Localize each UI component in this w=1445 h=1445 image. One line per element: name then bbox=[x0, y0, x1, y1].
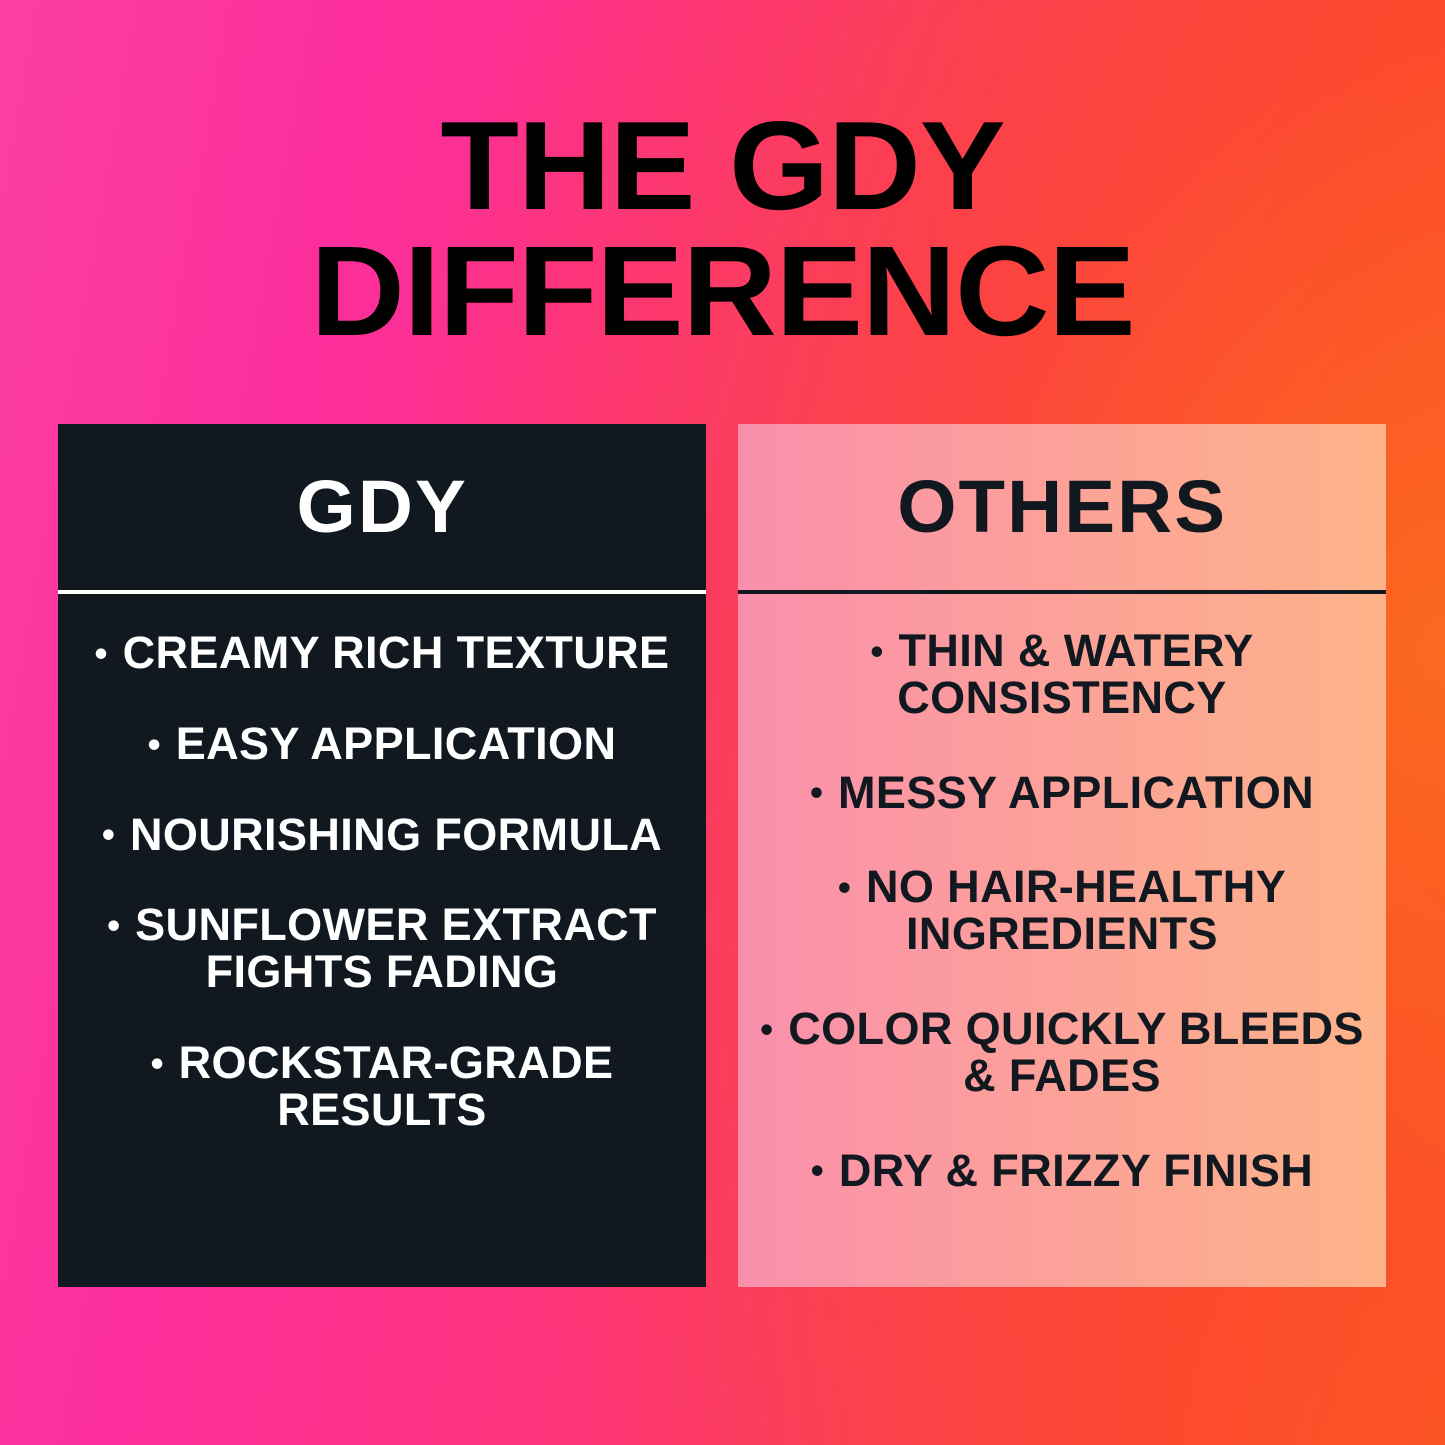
column-bullet-list-gdy: • CREAMY RICH TEXTURE • EASY APPLICATION… bbox=[58, 594, 706, 1287]
bullet-dot-icon: • bbox=[810, 1150, 825, 1192]
list-item-label: EASY APPLICATION bbox=[175, 717, 617, 769]
list-item: • COLOR QUICKLY BLEEDS & FADES bbox=[756, 1002, 1368, 1101]
column-header-gdy: GDY bbox=[58, 424, 706, 590]
page-title: THE GDY DIFFERENCE bbox=[0, 95, 1445, 363]
list-item: • MESSY APPLICATION bbox=[756, 766, 1368, 818]
list-item-label: ROCKSTAR-GRADE RESULTS bbox=[178, 1036, 614, 1135]
bullet-dot-icon: • bbox=[809, 772, 824, 814]
list-item-label: SUNFLOWER EXTRACT FIGHTS FADING bbox=[135, 899, 657, 998]
list-item: • EASY APPLICATION bbox=[76, 717, 688, 769]
list-item-label: COLOR QUICKLY BLEEDS & FADES bbox=[788, 1002, 1364, 1101]
bullet-dot-icon: • bbox=[94, 632, 108, 674]
list-item: • NOURISHING FORMULA bbox=[76, 808, 688, 860]
title-line-1: THE GDY bbox=[440, 95, 1005, 236]
bullet-dot-icon: • bbox=[870, 630, 884, 672]
bullet-dot-icon: • bbox=[760, 1008, 774, 1050]
column-header-others: OTHERS bbox=[738, 424, 1386, 590]
bullet-dot-icon: • bbox=[107, 905, 121, 947]
title-line-2: DIFFERENCE bbox=[310, 219, 1136, 363]
list-item-label: DRY & FRIZZY FINISH bbox=[838, 1144, 1314, 1196]
bullet-dot-icon: • bbox=[837, 867, 852, 909]
comparison-column-gdy: GDY • CREAMY RICH TEXTURE • EASY APPLICA… bbox=[58, 424, 706, 1287]
column-divider-gdy bbox=[58, 590, 706, 594]
bullet-dot-icon: • bbox=[150, 1042, 164, 1084]
column-bullet-list-others: • THIN & WATERY CONSISTENCY • MESSY APPL… bbox=[738, 594, 1386, 1287]
list-item-label: MESSY APPLICATION bbox=[838, 766, 1315, 818]
bullet-dot-icon: • bbox=[101, 814, 116, 856]
bullet-dot-icon: • bbox=[147, 723, 161, 765]
list-item-label: CREAMY RICH TEXTURE bbox=[122, 627, 670, 678]
comparison-table: GDY • CREAMY RICH TEXTURE • EASY APPLICA… bbox=[58, 424, 1386, 1287]
list-item: • SUNFLOWER EXTRACT FIGHTS FADING bbox=[76, 902, 688, 996]
list-item: • NO HAIR-HEALTHY INGREDIENTS bbox=[756, 864, 1368, 958]
list-item-label: NO HAIR-HEALTHY INGREDIENTS bbox=[865, 861, 1287, 960]
list-item-label: THIN & WATERY CONSISTENCY bbox=[897, 625, 1254, 723]
list-item: • CREAMY RICH TEXTURE bbox=[76, 627, 688, 678]
column-heading-label: OTHERS bbox=[897, 465, 1227, 548]
list-item-label: NOURISHING FORMULA bbox=[129, 808, 663, 860]
list-item: • DRY & FRIZZY FINISH bbox=[756, 1144, 1368, 1196]
column-heading-label: GDY bbox=[296, 465, 468, 548]
list-item: • THIN & WATERY CONSISTENCY bbox=[756, 625, 1368, 723]
list-item: • ROCKSTAR-GRADE RESULTS bbox=[76, 1036, 688, 1135]
comparison-column-others: OTHERS • THIN & WATERY CONSISTENCY • MES… bbox=[738, 424, 1386, 1287]
column-divider-others bbox=[738, 590, 1386, 594]
